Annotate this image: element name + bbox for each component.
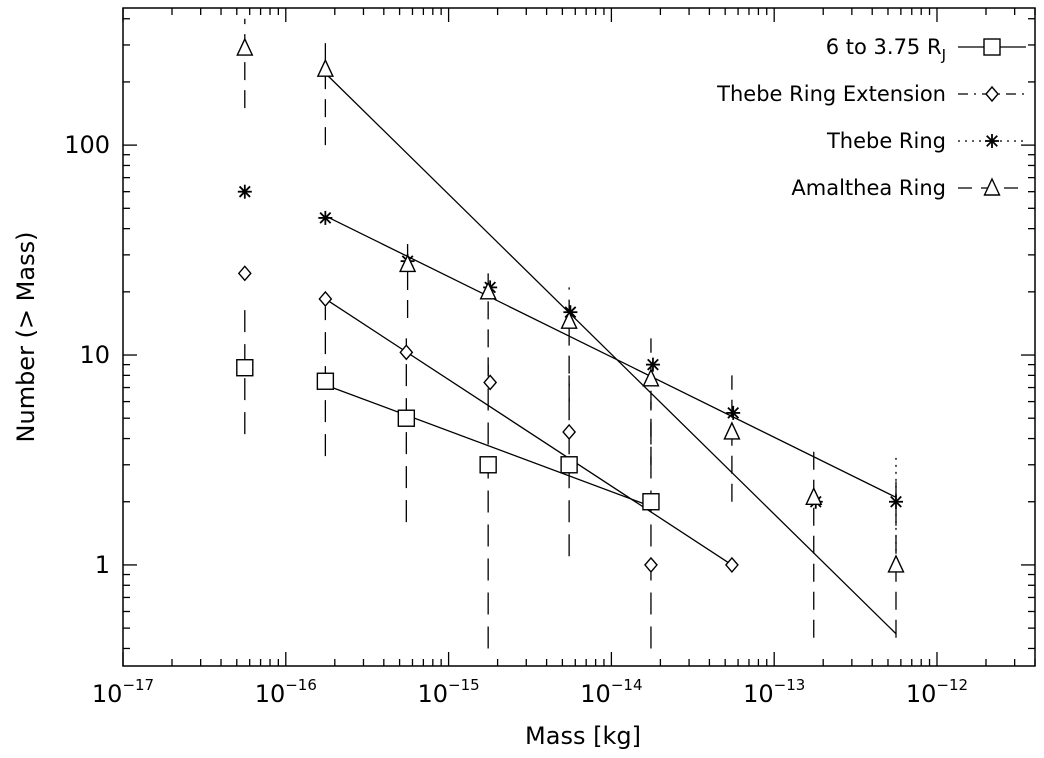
data-markers	[236, 37, 905, 574]
data-point	[399, 344, 414, 361]
data-point	[562, 423, 577, 441]
plot-frame	[122, 7, 1036, 667]
legend-marker	[983, 38, 1001, 56]
data-point	[316, 58, 334, 77]
legend-label: Amalthea Ring	[791, 176, 946, 200]
x-tick-label: 10−15	[417, 676, 479, 708]
axis-tick-labels: 10−17 10−16 10−15 10−14 10−13 10−12 1 10 100	[64, 131, 968, 708]
data-point	[723, 421, 741, 440]
x-tick-label: 10−13	[743, 676, 805, 708]
x-tick-label: 10−12	[906, 676, 968, 708]
x-axis-label: Mass [kg]	[525, 722, 641, 750]
legend-label: Thebe Ring	[826, 129, 946, 153]
data-point	[483, 374, 498, 391]
legend: 6 to 3.75 RJ Thebe Ring Extension Thebe Ri…	[716, 35, 1026, 200]
data-point	[560, 456, 578, 474]
x-tick-label: 10−14	[580, 676, 642, 708]
data-point	[398, 253, 417, 273]
fit-line	[324, 72, 897, 635]
data-point	[805, 486, 823, 505]
legend-marker	[985, 134, 999, 148]
fit-line	[325, 384, 652, 508]
data-point	[236, 359, 254, 377]
data-point	[318, 210, 333, 225]
y-axis-label: Number (> Mass)	[12, 232, 40, 443]
data-point	[887, 554, 905, 573]
fit-line	[325, 215, 897, 498]
data-point	[237, 184, 252, 199]
legend-label: 6 to 3.75 RJ	[826, 35, 946, 64]
legend-label: Thebe Ring Extension	[716, 82, 946, 106]
data-point	[236, 37, 254, 56]
data-point	[560, 310, 578, 329]
y-tick-label: 1	[95, 551, 110, 579]
data-point	[479, 281, 497, 300]
x-tick-label: 10−17	[92, 676, 154, 708]
data-point	[479, 456, 497, 474]
data-point	[645, 357, 660, 372]
data-point	[724, 556, 739, 574]
x-tick-label: 10−16	[255, 676, 317, 708]
data-point	[316, 372, 335, 390]
data-point	[888, 494, 903, 509]
data-point	[726, 405, 741, 420]
fit-line	[325, 298, 733, 566]
legend-marker	[983, 177, 1001, 196]
data-point	[318, 290, 333, 308]
y-tick-label: 100	[64, 131, 110, 159]
data-point	[642, 493, 660, 511]
y-tick-label: 10	[79, 341, 110, 369]
error-bars	[244, 18, 897, 649]
legend-marker	[985, 85, 999, 103]
data-point	[642, 368, 660, 387]
data-point	[397, 409, 416, 427]
data-point	[644, 556, 658, 574]
data-point	[237, 265, 252, 282]
fit-lines	[324, 72, 897, 635]
axis-ticks	[122, 8, 1036, 666]
